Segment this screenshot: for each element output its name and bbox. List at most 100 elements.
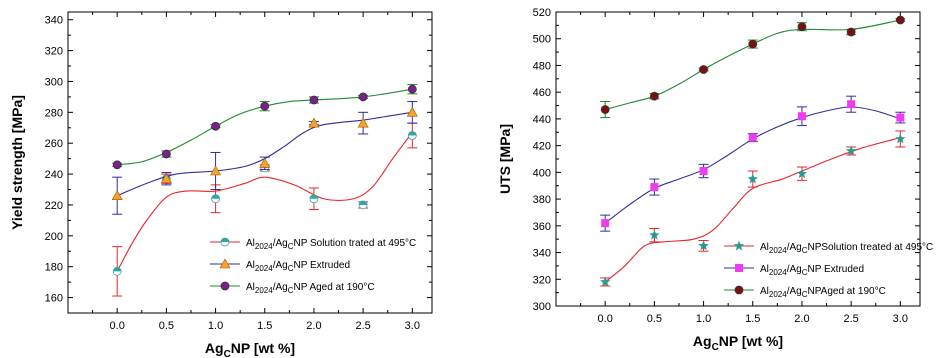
y-tick-label: 280 bbox=[45, 107, 63, 119]
data-point bbox=[309, 95, 319, 105]
data-point bbox=[747, 173, 758, 184]
data-point bbox=[601, 219, 610, 228]
x-tick-label: 1.5 bbox=[257, 320, 272, 332]
data-point bbox=[797, 22, 807, 32]
y-tick-label: 320 bbox=[533, 274, 551, 286]
series-line bbox=[116, 132, 413, 272]
data-point-fill bbox=[211, 194, 220, 199]
data-point bbox=[847, 100, 856, 109]
data-point bbox=[600, 105, 610, 114]
y-tick-label: 360 bbox=[533, 221, 551, 233]
data-point bbox=[699, 167, 708, 176]
data-point bbox=[895, 133, 906, 144]
data-point bbox=[796, 168, 808, 179]
y-tick-label: 340 bbox=[533, 248, 551, 260]
series-line bbox=[116, 111, 413, 197]
legend-label: Al2024/AgCNPAged at 190°C bbox=[760, 286, 886, 299]
legend-label: Al2024/AgCNP Extruded bbox=[246, 260, 350, 273]
y-tick-label: 220 bbox=[45, 200, 63, 212]
legend-item-3: Al2024/AgCNP Aged at 190°C bbox=[210, 281, 375, 295]
data-point bbox=[161, 149, 171, 159]
data-point bbox=[211, 121, 220, 131]
data-point bbox=[260, 101, 270, 111]
data-point bbox=[406, 106, 418, 117]
plot-frame bbox=[67, 11, 433, 314]
x-tick-label: 2.0 bbox=[306, 320, 321, 332]
data-point bbox=[112, 160, 122, 170]
data-point bbox=[111, 190, 123, 200]
data-point bbox=[160, 173, 172, 184]
data-point bbox=[407, 84, 417, 94]
y-tick-label: 500 bbox=[533, 34, 551, 46]
series-1 bbox=[599, 130, 906, 287]
plot-frame bbox=[555, 11, 921, 307]
y-axis-title: Yield strength [MPa] bbox=[9, 95, 25, 230]
x-tick-label: 0.5 bbox=[159, 320, 174, 332]
legend-label: Al2024/AgCNP Aged at 190°C bbox=[246, 282, 375, 295]
x-tick-label: 1.5 bbox=[745, 313, 760, 325]
y-tick-label: 420 bbox=[533, 141, 551, 153]
chart-panel-2: 300 320 340 360 380 400 420 440 460 480 500 520 0.0 0… bbox=[497, 7, 933, 353]
legend-item-2: Al2024/AgCNP Extruded bbox=[210, 258, 350, 273]
y-tick-label: 440 bbox=[533, 114, 551, 126]
legend-item-2: Al2024/AgCNP Extruded bbox=[724, 264, 864, 277]
legend-marker bbox=[219, 258, 231, 269]
data-point bbox=[649, 229, 660, 240]
legend-item-3: Al2024/AgCNPAged at 190°C bbox=[724, 285, 886, 299]
data-point bbox=[846, 27, 856, 37]
y-tick-label: 260 bbox=[45, 138, 63, 150]
x-tick-label: 0.0 bbox=[110, 320, 125, 332]
series-line bbox=[117, 88, 413, 166]
series-2 bbox=[111, 101, 418, 215]
y-tick-label: 160 bbox=[45, 293, 63, 305]
legend-marker bbox=[220, 281, 230, 291]
y-tick-label: 340 bbox=[45, 15, 63, 27]
data-point bbox=[210, 165, 222, 176]
series-3 bbox=[112, 84, 418, 170]
y-axis-title: UTS [MPa] bbox=[497, 124, 513, 194]
x-tick-label: 0.5 bbox=[647, 313, 662, 325]
y-tick-label: 460 bbox=[533, 87, 551, 99]
data-point bbox=[308, 117, 320, 128]
data-point bbox=[650, 183, 659, 192]
series-2 bbox=[600, 95, 906, 232]
y-tick-label: 520 bbox=[533, 7, 551, 19]
legend-marker bbox=[733, 240, 745, 251]
legend-marker bbox=[734, 285, 744, 295]
data-point bbox=[748, 39, 758, 49]
data-point-fill bbox=[309, 194, 318, 199]
y-tick-label: 300 bbox=[533, 301, 551, 313]
data-point bbox=[896, 113, 905, 122]
x-tick-label: 2.5 bbox=[843, 313, 858, 325]
legend-label: Al2024/AgCNP Solution trated at 495°C bbox=[246, 238, 416, 251]
x-axis-title: AgCNP [wt %] bbox=[205, 340, 295, 358]
y-tick-label: 320 bbox=[45, 46, 63, 58]
legend-label: Al2024/AgCNPSolution treated at 495°C bbox=[760, 242, 933, 255]
y-tick-label: 380 bbox=[533, 194, 551, 206]
x-tick-label: 1.0 bbox=[696, 313, 711, 325]
data-point bbox=[698, 240, 709, 251]
y-tick-label: 240 bbox=[45, 169, 63, 181]
x-tick-label: 3.0 bbox=[405, 320, 420, 332]
legend-item-1: Al2024/AgCNP Solution trated at 495°C bbox=[210, 237, 416, 251]
y-tick-label: 200 bbox=[45, 231, 63, 243]
data-point bbox=[895, 15, 905, 25]
data-point bbox=[797, 112, 806, 121]
legend-item-1: Al2024/AgCNPSolution treated at 495°C bbox=[724, 240, 933, 255]
data-point bbox=[699, 65, 708, 74]
data-point bbox=[748, 133, 757, 142]
data-point bbox=[358, 92, 368, 102]
data-point-fill bbox=[408, 131, 417, 136]
x-tick-label: 1.0 bbox=[208, 320, 223, 332]
data-point-fill bbox=[113, 267, 122, 272]
data-point bbox=[599, 276, 611, 287]
series-line bbox=[604, 137, 901, 283]
y-tick-label: 400 bbox=[533, 167, 551, 179]
y-tick-label: 300 bbox=[45, 76, 63, 88]
x-tick-label: 2.5 bbox=[355, 320, 370, 332]
y-tick-label: 480 bbox=[533, 60, 551, 72]
series-line bbox=[605, 19, 901, 111]
legend-label: Al2024/AgCNP Extruded bbox=[760, 264, 864, 277]
x-axis-title: AgCNP [wt %] bbox=[693, 333, 783, 353]
